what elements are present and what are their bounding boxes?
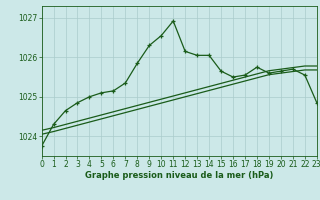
- X-axis label: Graphe pression niveau de la mer (hPa): Graphe pression niveau de la mer (hPa): [85, 171, 273, 180]
